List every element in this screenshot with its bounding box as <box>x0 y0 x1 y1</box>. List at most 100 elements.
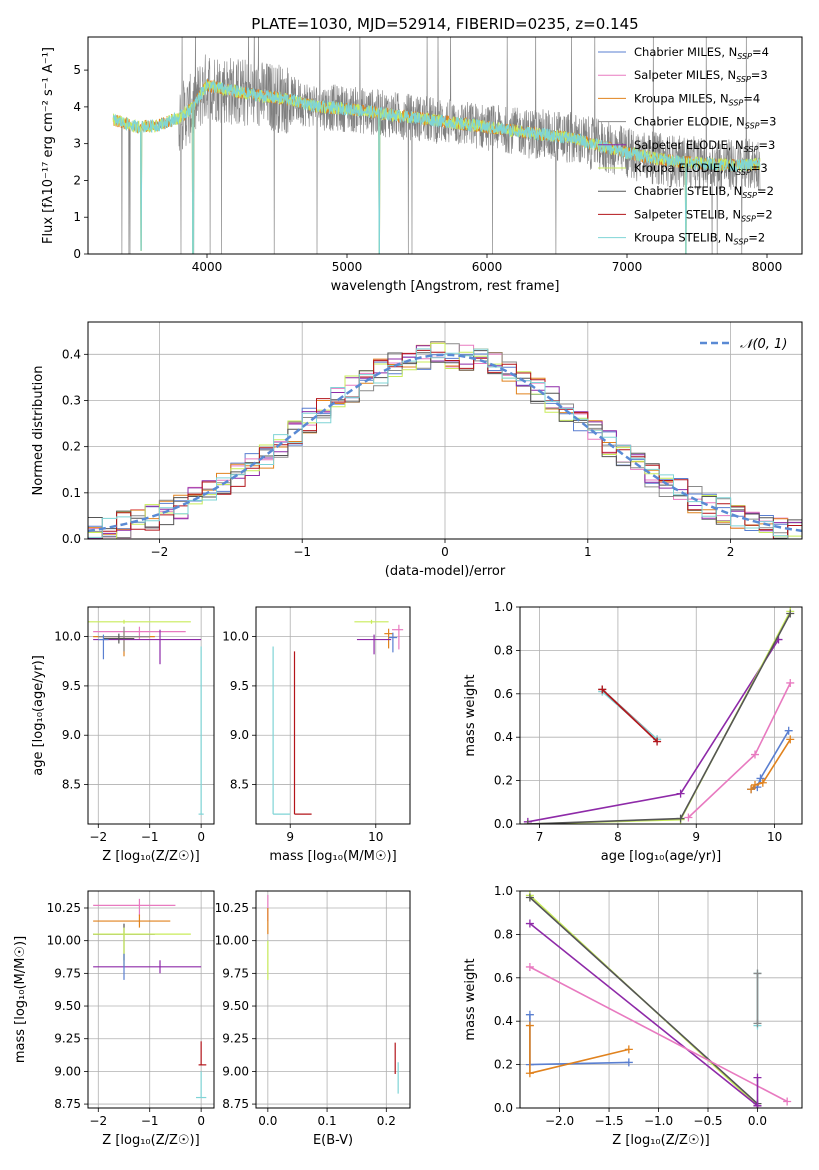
y-tick-label: 0.0 <box>62 532 81 546</box>
spectrum-frame <box>87 36 803 255</box>
legend-suffix: =3 <box>751 161 768 175</box>
y-tick-label: 0.2 <box>494 1058 513 1072</box>
legend-subscript: SSP <box>736 168 751 177</box>
y-tick-label: 9.00 <box>222 1064 249 1078</box>
legend-subscript: SSP <box>734 238 749 247</box>
y-tick-label: 9.0 <box>62 728 81 742</box>
legend-suffix: =3 <box>760 115 777 129</box>
figure-title: PLATE=1030, MJD=52914, FIBERID=0235, z=0… <box>251 15 638 33</box>
marker-kroupa_miles <box>525 1069 534 1078</box>
y-tick-label: 0.3 <box>62 393 81 407</box>
hist-chabrier_stelib <box>88 350 802 539</box>
x-tick-label: −1 <box>141 830 159 844</box>
y-tick-label: 10.25 <box>215 901 249 915</box>
marker-chabrier_elodie <box>753 969 762 978</box>
y-tick-label: 1 <box>73 210 81 224</box>
legend-subscript: SSP <box>729 98 744 107</box>
legend-label-kroupa_elodie: Kroupa ELODIE, NSSP=3 <box>634 161 768 177</box>
x-tick-label: 6000 <box>472 260 503 274</box>
x-tick-label: −2 <box>89 1114 107 1128</box>
y-tick-label: 9.25 <box>54 1032 81 1046</box>
mass_weight_vs_z-plot <box>525 891 792 1108</box>
marker-chabrier_miles <box>525 1010 534 1019</box>
marker-chabrier_stelib <box>523 820 532 824</box>
y-tick-label: 8.5 <box>230 778 249 792</box>
y-tick-label: 4 <box>73 100 81 114</box>
mass_weight_vs_age-plot <box>523 607 795 824</box>
marker-chabrier_stelib <box>525 893 534 902</box>
legend-label-kroupa_stelib: Kroupa STELIB, NSSP=2 <box>634 231 765 247</box>
legend-subscript: SSP <box>744 145 759 154</box>
x-axis-label: Z [log₁₀(Z/Z☉)] <box>102 849 199 864</box>
marker-salpeter_elodie <box>676 789 685 798</box>
y-tick-label: 0.1 <box>62 486 81 500</box>
x-tick-label: 0.0 <box>258 1114 277 1128</box>
legend-label-salpeter_elodie: Salpeter ELODIE, NSSP=3 <box>634 138 775 154</box>
spectrum-legend: Chabrier MILES, NSSP=4 Salpeter MILES, NS… <box>598 45 776 247</box>
legend-suffix: =4 <box>743 91 760 105</box>
y-axis-label: Flux [fλ10⁻¹⁷ erg cm⁻² s⁻¹ A⁻¹] <box>41 47 56 244</box>
age_vs_mass-frame <box>255 606 411 825</box>
age_vs_z-frame <box>87 606 215 825</box>
marker-kroupa_miles <box>786 735 795 744</box>
marker-salpeter_miles <box>751 750 759 759</box>
series-salpeter_miles <box>529 966 788 1103</box>
age_vs_z-axes: −2 −1 0 8.5 9.0 9.5 10.0 Z [log₁₀(Z/Z☉)] age [lo… <box>31 607 214 864</box>
legend-label-kroupa_miles: Kroupa MILES, NSSP=4 <box>634 91 760 107</box>
spectrum-data-line <box>112 37 761 254</box>
y-tick-label: 2 <box>73 173 81 187</box>
y-tick-label: 8.75 <box>54 1097 81 1111</box>
marker-kroupa_miles <box>751 780 759 789</box>
marker-chabrier_miles <box>756 774 765 783</box>
x-tick-label: 10 <box>368 830 383 844</box>
legend-suffix: =2 <box>757 184 774 198</box>
y-tick-label: 0 <box>73 247 81 261</box>
legend-label-chabrier_miles: Chabrier MILES, NSSP=4 <box>634 45 769 61</box>
y-axis-label: Normed distribution <box>31 366 46 496</box>
x-tick-label: −1 <box>141 1114 159 1128</box>
y-axis-label: mass [log₁₀(M/M☉)] <box>13 936 28 1063</box>
y-tick-label: 3 <box>73 137 81 151</box>
legend-label-salpeter_stelib: Salpeter STELIB, NSSP=2 <box>634 207 773 223</box>
mass_vs_ebv-plot <box>267 894 399 1094</box>
x-tick-label: 9 <box>692 830 700 844</box>
legend-label-chabrier_stelib: Chabrier STELIB, NSSP=2 <box>634 184 774 200</box>
y-tick-label: 1.0 <box>494 600 513 614</box>
marker-kroupa_miles <box>624 1045 633 1054</box>
marker-salpeter_miles <box>786 678 795 687</box>
x-tick-label: 9 <box>286 830 294 844</box>
x-tick-label: −1.5 <box>594 1114 623 1128</box>
marker-kroupa_miles <box>525 1021 534 1030</box>
x-tick-label: 0 <box>197 1114 205 1128</box>
hist-kroupa_stelib <box>88 348 802 539</box>
legend-suffix: =4 <box>752 45 769 59</box>
y-tick-label: 0.4 <box>494 730 513 744</box>
y-tick-label: 0.2 <box>494 774 513 788</box>
spectrum-model-kroupa_stelib <box>112 79 761 254</box>
y-tick-label: 0.4 <box>494 1014 513 1028</box>
y-tick-label: 1.0 <box>494 884 513 898</box>
mass_weight_vs_z-frame <box>519 890 803 1109</box>
legend-suffix: =2 <box>748 231 765 245</box>
x-tick-label: 0 <box>441 545 449 559</box>
mass_vs_z-frame <box>87 890 215 1109</box>
x-tick-label: 8000 <box>752 260 783 274</box>
y-tick-label: 0.6 <box>494 687 513 701</box>
age_vs_mass-axes: 9 10 8.5 9.0 9.5 10.0 mass [log₁₀(M/M☉)] <box>222 607 410 864</box>
y-tick-label: 10.00 <box>215 934 249 948</box>
residuals-frame <box>87 321 803 540</box>
y-tick-label: 0.2 <box>62 440 81 454</box>
x-tick-label: −1.0 <box>644 1114 673 1128</box>
legend-suffix: =3 <box>758 138 775 152</box>
series-salpeter_elodie <box>529 922 759 1107</box>
x-tick-label: 7 <box>536 830 544 844</box>
y-tick-label: 9.5 <box>62 679 81 693</box>
normal-legend-label: 𝒩(0, 1) <box>740 337 787 352</box>
x-axis-label: age [log₁₀(age/yr)] <box>601 849 722 864</box>
legend-subscript: SSP <box>741 214 756 223</box>
y-tick-label: 0.6 <box>494 971 513 985</box>
series-salpeter_stelib <box>601 688 658 743</box>
legend-subscript: SSP <box>742 191 757 200</box>
marker-salpeter_elodie <box>753 1101 762 1108</box>
